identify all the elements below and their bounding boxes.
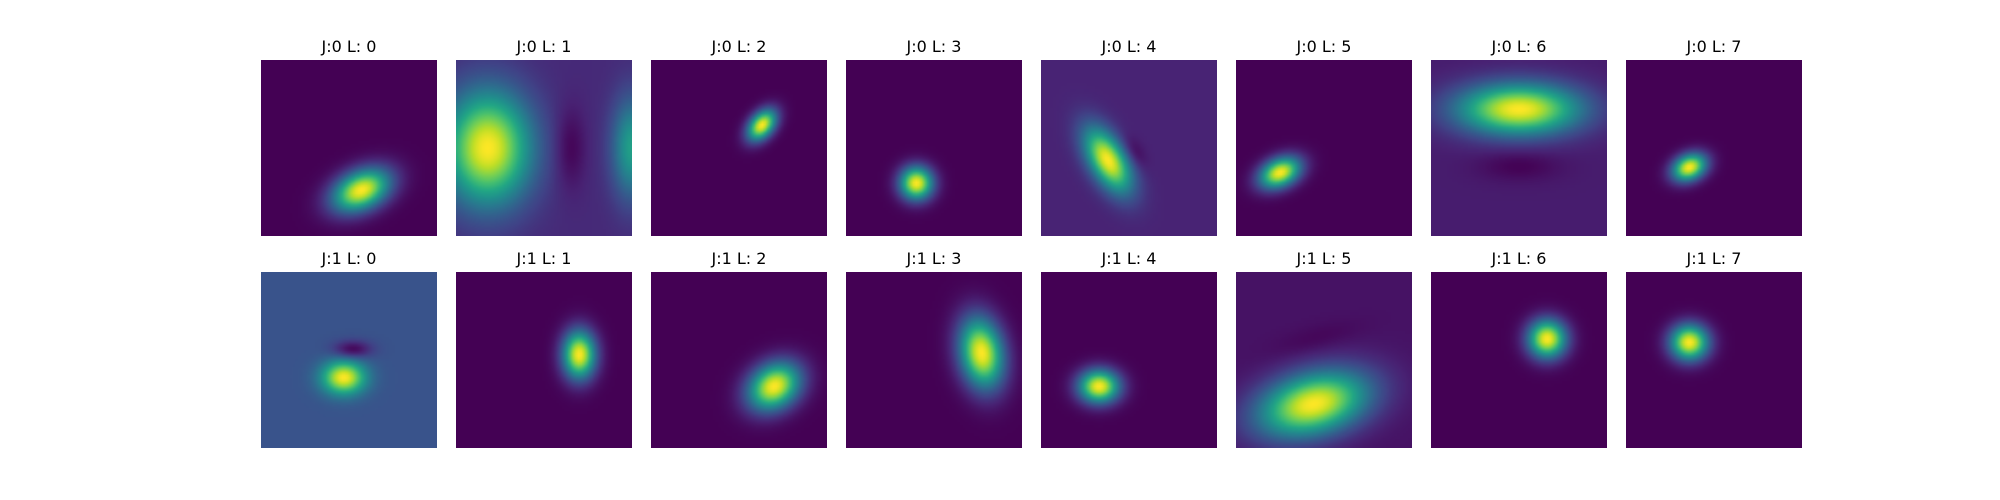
panel-j-1-l-3: J:1 L: 3 — [846, 249, 1022, 448]
panel-j-0-l-6: J:0 L: 6 — [1431, 37, 1607, 236]
heatmap-image — [1431, 60, 1607, 236]
panel-title: J:1 L: 6 — [1491, 249, 1547, 268]
panel-title: J:1 L: 2 — [711, 249, 767, 268]
heatmap-image — [1041, 60, 1217, 236]
panel-j-1-l-6: J:1 L: 6 — [1431, 249, 1607, 448]
panel-j-1-l-7: J:1 L: 7 — [1626, 249, 1802, 448]
panel-title: J:1 L: 1 — [516, 249, 572, 268]
heatmap-image — [261, 60, 437, 236]
panel-j-0-l-2: J:0 L: 2 — [651, 37, 827, 236]
panel-title: J:0 L: 2 — [711, 37, 767, 56]
panel-title: J:1 L: 7 — [1686, 249, 1742, 268]
heatmap-image — [846, 272, 1022, 448]
heatmap-image — [1236, 272, 1412, 448]
heatmap-image — [1431, 272, 1607, 448]
heatmap-image — [651, 272, 827, 448]
panel-title: J:0 L: 5 — [1296, 37, 1352, 56]
panel-title: J:1 L: 5 — [1296, 249, 1352, 268]
heatmap-image — [456, 272, 632, 448]
panel-title: J:0 L: 0 — [321, 37, 377, 56]
heatmap-image — [456, 60, 632, 236]
panel-title: J:0 L: 6 — [1491, 37, 1547, 56]
heatmap-image — [1626, 60, 1802, 236]
panel-j-1-l-4: J:1 L: 4 — [1041, 249, 1217, 448]
heatmap-image — [1626, 272, 1802, 448]
panel-j-0-l-7: J:0 L: 7 — [1626, 37, 1802, 236]
panel-j-0-l-0: J:0 L: 0 — [261, 37, 437, 236]
heatmap-image — [261, 272, 437, 448]
panel-j-0-l-1: J:0 L: 1 — [456, 37, 632, 236]
panel-j-0-l-3: J:0 L: 3 — [846, 37, 1022, 236]
heatmap-image — [846, 60, 1022, 236]
panel-j-0-l-5: J:0 L: 5 — [1236, 37, 1412, 236]
panel-title: J:0 L: 1 — [516, 37, 572, 56]
panel-title: J:0 L: 7 — [1686, 37, 1742, 56]
panel-j-1-l-0: J:1 L: 0 — [261, 249, 437, 448]
heatmap-image — [1236, 60, 1412, 236]
panel-j-1-l-1: J:1 L: 1 — [456, 249, 632, 448]
panel-title: J:1 L: 0 — [321, 249, 377, 268]
panel-j-1-l-5: J:1 L: 5 — [1236, 249, 1412, 448]
heatmap-image — [651, 60, 827, 236]
panels-layer: J:0 L: 0 J:0 L: 1 J:0 L: 2 J:0 L: 3 J:0 L: 4… — [261, 37, 1802, 448]
panel-title: J:0 L: 3 — [906, 37, 962, 56]
panel-title: J:1 L: 4 — [1101, 249, 1157, 268]
panel-title: J:1 L: 3 — [906, 249, 962, 268]
heatmap-image — [1041, 272, 1217, 448]
panel-j-0-l-4: J:0 L: 4 — [1041, 37, 1217, 236]
panel-title: J:0 L: 4 — [1101, 37, 1157, 56]
panel-j-1-l-2: J:1 L: 2 — [651, 249, 827, 448]
